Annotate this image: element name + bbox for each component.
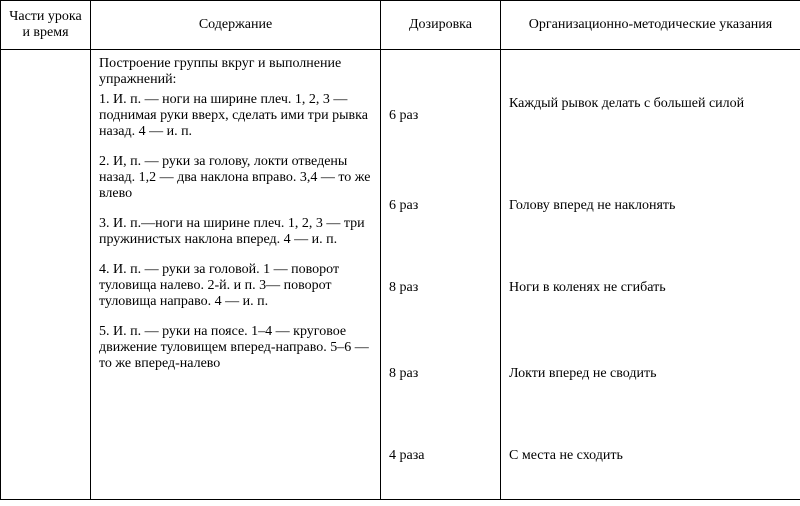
notes-text: С места не сходить [509,448,789,464]
notes-text: Голову вперед не наклонять [509,198,789,214]
dosage-text: 8 раз [389,280,418,296]
notes-text: Каждый рывок делать с большей силой [509,96,789,112]
header-dosage: Дозировка [381,1,501,50]
lesson-plan-table: Части урока и время Содержание Дозировка… [0,0,800,500]
exercise-content: 3. И. п.—ноги на ширине плеч. 1, 2, 3 — … [99,216,372,248]
dosage-text: 6 раз [389,198,418,214]
notes-text: Ноги в коленях не сгибать [509,280,789,296]
exercise-content: 5. И. п. — руки на поясе. 1–4 — круговое… [99,324,372,372]
cell-content: Построение группы вкруг и выполнение упр… [91,50,381,500]
exercise-content: 4. И. п. — руки за головой. 1 — поворот … [99,262,372,310]
header-notes: Организационно-методические указания [501,1,800,50]
exercise-content: 1. И. п. — ноги на ширине плеч. 1, 2, 3 … [99,92,372,140]
cell-parts [1,50,91,500]
cell-notes: Каждый рывок делать с большей силой Голо… [501,50,800,500]
dosage-text: 8 раз [389,366,418,382]
cell-dosage: 6 раз 6 раз 8 раз 8 раз 4 раза [381,50,501,500]
dosage-text: 6 раз [389,108,418,124]
header-parts: Части урока и время [1,1,91,50]
dosage-text: 4 раза [389,448,424,464]
header-content: Содержание [91,1,381,50]
intro-text: Построение группы вкруг и выполнение упр… [99,56,372,88]
exercise-content: 2. И, п. — руки за голову, локти отведен… [99,154,372,202]
table-header-row: Части урока и время Содержание Дозировка… [1,1,800,50]
notes-text: Локти вперед не сводить [509,366,789,382]
table-body-row: Построение группы вкруг и выполнение упр… [1,50,800,500]
